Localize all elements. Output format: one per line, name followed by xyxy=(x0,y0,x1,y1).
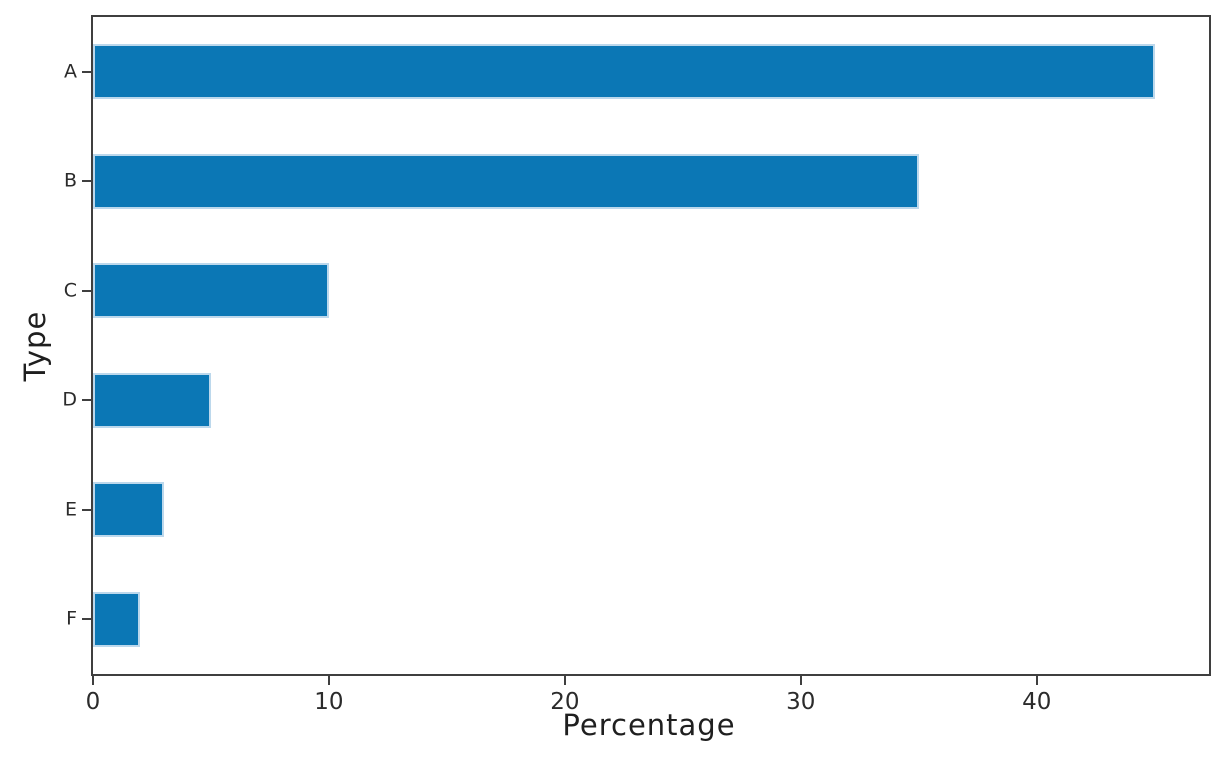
x-tick-40 xyxy=(1035,676,1038,685)
y-axis-title: Type xyxy=(18,310,52,382)
x-tick-label-40: 40 xyxy=(1022,689,1052,715)
y-tick-A xyxy=(82,70,91,73)
bar-F xyxy=(93,591,141,647)
x-tick-label-10: 10 xyxy=(314,689,344,715)
x-tick-20 xyxy=(563,676,566,685)
x-tick-0 xyxy=(92,676,94,685)
y-tick-C xyxy=(82,289,91,292)
y-tick-E xyxy=(82,508,91,511)
bar-C xyxy=(93,263,329,319)
y-tick-D xyxy=(82,399,91,402)
x-tick-label-0: 0 xyxy=(85,689,101,715)
bar-A xyxy=(93,44,1155,100)
y-tick-label-C: C xyxy=(63,279,77,302)
y-tick-label-E: E xyxy=(64,498,77,521)
bar-B xyxy=(93,153,919,209)
bar-E xyxy=(93,482,164,538)
x-tick-10 xyxy=(327,676,330,685)
plot-area: A B C D E F 0 10 20 30 40 xyxy=(62,15,1211,714)
x-tick-label-20: 20 xyxy=(550,689,580,715)
y-tick-label-B: B xyxy=(63,169,77,192)
y-tick-label-F: F xyxy=(66,607,77,630)
y-tick-F xyxy=(82,618,91,621)
x-axis-title: Percentage xyxy=(562,708,736,742)
x-tick-30 xyxy=(799,676,802,685)
bar-D xyxy=(93,372,211,428)
x-tick-label-30: 30 xyxy=(786,689,816,715)
y-tick-B xyxy=(82,180,91,183)
y-tick-label-A: A xyxy=(64,60,77,83)
y-tick-label-D: D xyxy=(62,388,77,411)
